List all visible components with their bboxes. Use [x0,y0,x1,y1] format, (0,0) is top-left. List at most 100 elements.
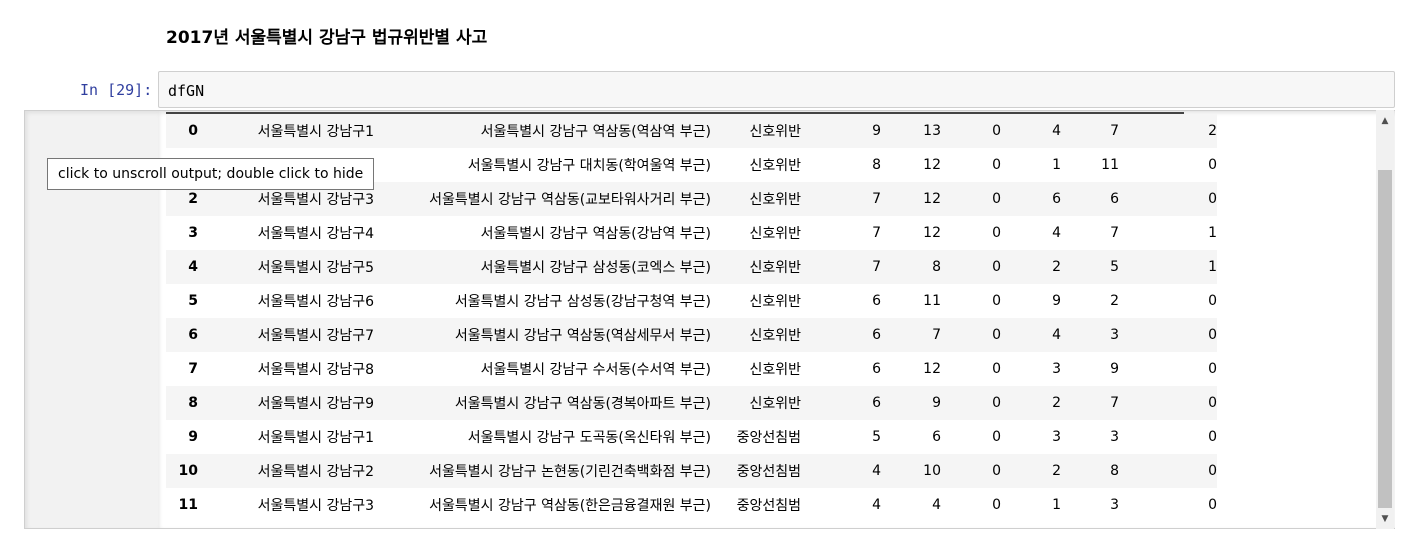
scrollbar-thumb[interactable] [1378,170,1392,508]
col-6-cell: 2 [1052,259,1061,275]
col-6-cell: 4 [1052,123,1061,139]
col-4-cell: 6 [932,429,941,445]
input-prompt: In [29]: [80,81,153,99]
row-index: 0 [188,123,198,139]
col-1-cell: 서울특별시 강남구 역삼동(역삼세무서 부근) [454,328,711,344]
col-0-cell: 서울특별시 강남구2 [257,464,374,480]
col-6-cell: 4 [1052,327,1061,343]
row-index: 10 [178,463,198,479]
col-3-cell: 7 [872,259,881,275]
col-7-cell: 7 [1110,225,1119,241]
col-5-cell: 0 [992,293,1001,309]
col-1-cell: 서울특별시 강남구 역삼동(강남역 부근) [480,226,711,242]
table-top-border [166,112,1184,114]
col-6-cell: 6 [1052,191,1061,207]
row-index: 4 [188,259,198,275]
row-index: 7 [188,361,198,377]
col-1-cell: 서울특별시 강남구 대치동(학여울역 부근) [467,158,711,174]
table-row: 10 서울특별시 강남구2 서울특별시 강남구 논현동(기린건축백화점 부근) 중앙선… [166,454,1217,488]
col-5-cell: 0 [992,123,1001,139]
col-2-cell: 중앙선침범 [736,430,801,446]
col-5-cell: 0 [992,463,1001,479]
output-scrollbar[interactable]: ▲ ▼ [1376,110,1394,529]
col-8-cell: 0 [1208,497,1217,513]
triangle-down-icon[interactable]: ▼ [1381,513,1389,524]
col-5-cell: 0 [992,327,1001,343]
col-7-cell: 6 [1110,191,1119,207]
table-row: 6 서울특별시 강남구7 서울특별시 강남구 역삼동(역삼세무서 부근) 신호위반 6 7… [166,318,1217,352]
col-8-cell: 1 [1208,259,1217,275]
col-3-cell: 4 [872,463,881,479]
col-7-cell: 7 [1110,395,1119,411]
row-index: 2 [188,191,198,207]
col-2-cell: 중앙선침범 [736,464,801,480]
col-1-cell: 서울특별시 강남구 삼성동(코엑스 부근) [480,260,711,276]
col-5-cell: 0 [992,497,1001,513]
col-1-cell: 서울특별시 강남구 역삼동(한은금융결재원 부근) [429,498,711,514]
col-3-cell: 6 [872,395,881,411]
col-3-cell: 5 [872,429,881,445]
col-3-cell: 8 [872,157,881,173]
col-5-cell: 0 [992,429,1001,445]
col-8-cell: 0 [1208,191,1217,207]
col-7-cell: 7 [1110,123,1119,139]
col-4-cell: 13 [923,123,941,139]
col-1-cell: 서울특별시 강남구 논현동(기린건축백화점 부근) [429,464,711,480]
col-5-cell: 0 [992,259,1001,275]
col-2-cell: 신호위반 [749,192,801,208]
col-4-cell: 12 [923,225,941,241]
row-index: 3 [188,225,198,241]
code-text[interactable]: dfGN [168,82,205,100]
row-index: 8 [188,395,198,411]
code-cell[interactable]: dfGN [158,71,1395,108]
table-row: 9 서울특별시 강남구1 서울특별시 강남구 도곡동(옥신타워 부근) 중앙선침범 5 6… [166,420,1217,454]
col-7-cell: 3 [1110,429,1119,445]
col-8-cell: 0 [1208,157,1217,173]
col-2-cell: 신호위반 [749,396,801,412]
col-6-cell: 3 [1052,429,1061,445]
col-2-cell: 신호위반 [749,226,801,242]
col-4-cell: 12 [923,191,941,207]
col-8-cell: 0 [1208,463,1217,479]
col-0-cell: 서울특별시 강남구1 [257,124,374,140]
col-8-cell: 0 [1208,429,1217,445]
table-row: 4 서울특별시 강남구5 서울특별시 강남구 삼성동(코엑스 부근) 신호위반 7 8 0 2… [166,250,1217,284]
triangle-up-icon[interactable]: ▲ [1381,115,1389,126]
col-0-cell: 서울특별시 강남구9 [257,396,374,412]
col-7-cell: 8 [1110,463,1119,479]
table-row: 5 서울특별시 강남구6 서울특별시 강남구 삼성동(강남구청역 부근) 신호위반 6 1… [166,284,1217,318]
col-7-cell: 2 [1110,293,1119,309]
col-0-cell: 서울특별시 강남구6 [257,294,374,310]
col-0-cell: 서울특별시 강남구4 [257,226,374,242]
col-0-cell: 서울특별시 강남구3 [257,192,374,208]
col-5-cell: 0 [992,157,1001,173]
col-2-cell: 중앙선침범 [736,498,801,514]
col-4-cell: 7 [932,327,941,343]
col-1-cell: 서울특별시 강남구 역삼동(경복아파트 부근) [454,396,711,412]
col-6-cell: 2 [1052,395,1061,411]
col-0-cell: 서울특별시 강남구1 [257,430,374,446]
col-0-cell: 서울특별시 강남구3 [257,498,374,514]
table-row: 8 서울특별시 강남구9 서울특별시 강남구 역삼동(경복아파트 부근) 신호위반 6 9… [166,386,1217,420]
col-0-cell: 서울특별시 강남구7 [257,328,374,344]
col-5-cell: 0 [992,191,1001,207]
col-2-cell: 신호위반 [749,260,801,276]
col-3-cell: 6 [872,293,881,309]
col-2-cell: 신호위반 [749,362,801,378]
col-7-cell: 3 [1110,327,1119,343]
col-2-cell: 신호위반 [749,124,801,140]
col-7-cell: 11 [1101,157,1119,173]
col-4-cell: 11 [923,293,941,309]
col-6-cell: 3 [1052,361,1061,377]
col-4-cell: 10 [923,463,941,479]
row-index: 6 [188,327,198,343]
row-index: 9 [188,429,198,445]
col-8-cell: 0 [1208,361,1217,377]
col-6-cell: 1 [1052,157,1061,173]
col-6-cell: 1 [1052,497,1061,513]
col-7-cell: 9 [1110,361,1119,377]
col-2-cell: 신호위반 [749,294,801,310]
col-1-cell: 서울특별시 강남구 삼성동(강남구청역 부근) [454,294,711,310]
row-index: 11 [178,497,198,513]
col-3-cell: 6 [872,361,881,377]
